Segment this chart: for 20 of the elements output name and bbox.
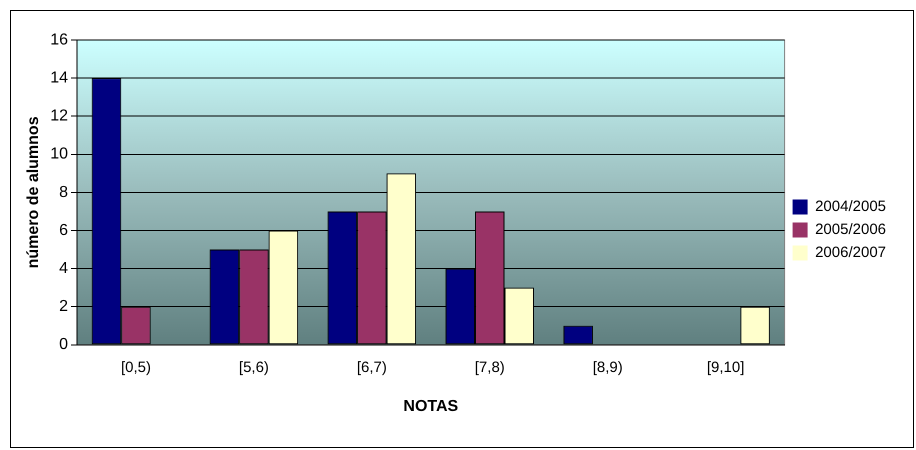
y-tick-label: 16	[50, 31, 68, 48]
y-tick-label: 12	[50, 108, 68, 125]
y-tick-label: 14	[50, 70, 68, 87]
x-tick-label: [8,9)	[592, 358, 623, 376]
y-tick-label: 4	[59, 260, 68, 278]
x-axis-title: NOTAS	[403, 398, 459, 415]
x-tick-label: [9,10]	[706, 358, 744, 376]
y-tick-label: 0	[59, 336, 68, 354]
x-tick-label: [6,7)	[356, 358, 387, 376]
y-tick-label: 8	[59, 184, 68, 201]
y-tick-label: 6	[59, 222, 68, 239]
y-axis-title: número de alumnos	[25, 116, 42, 268]
y-tick-label: 10	[50, 146, 68, 163]
x-tick-label: [0,5)	[120, 358, 151, 376]
legend-label: 2004/2005	[815, 198, 886, 216]
legend-label: 2005/2006	[815, 221, 886, 238]
x-tick-label: [7,8)	[474, 358, 505, 376]
legend-label: 2006/2007	[815, 244, 886, 262]
x-tick-label: [5,6)	[238, 358, 269, 376]
y-tick-label: 2	[59, 298, 68, 316]
